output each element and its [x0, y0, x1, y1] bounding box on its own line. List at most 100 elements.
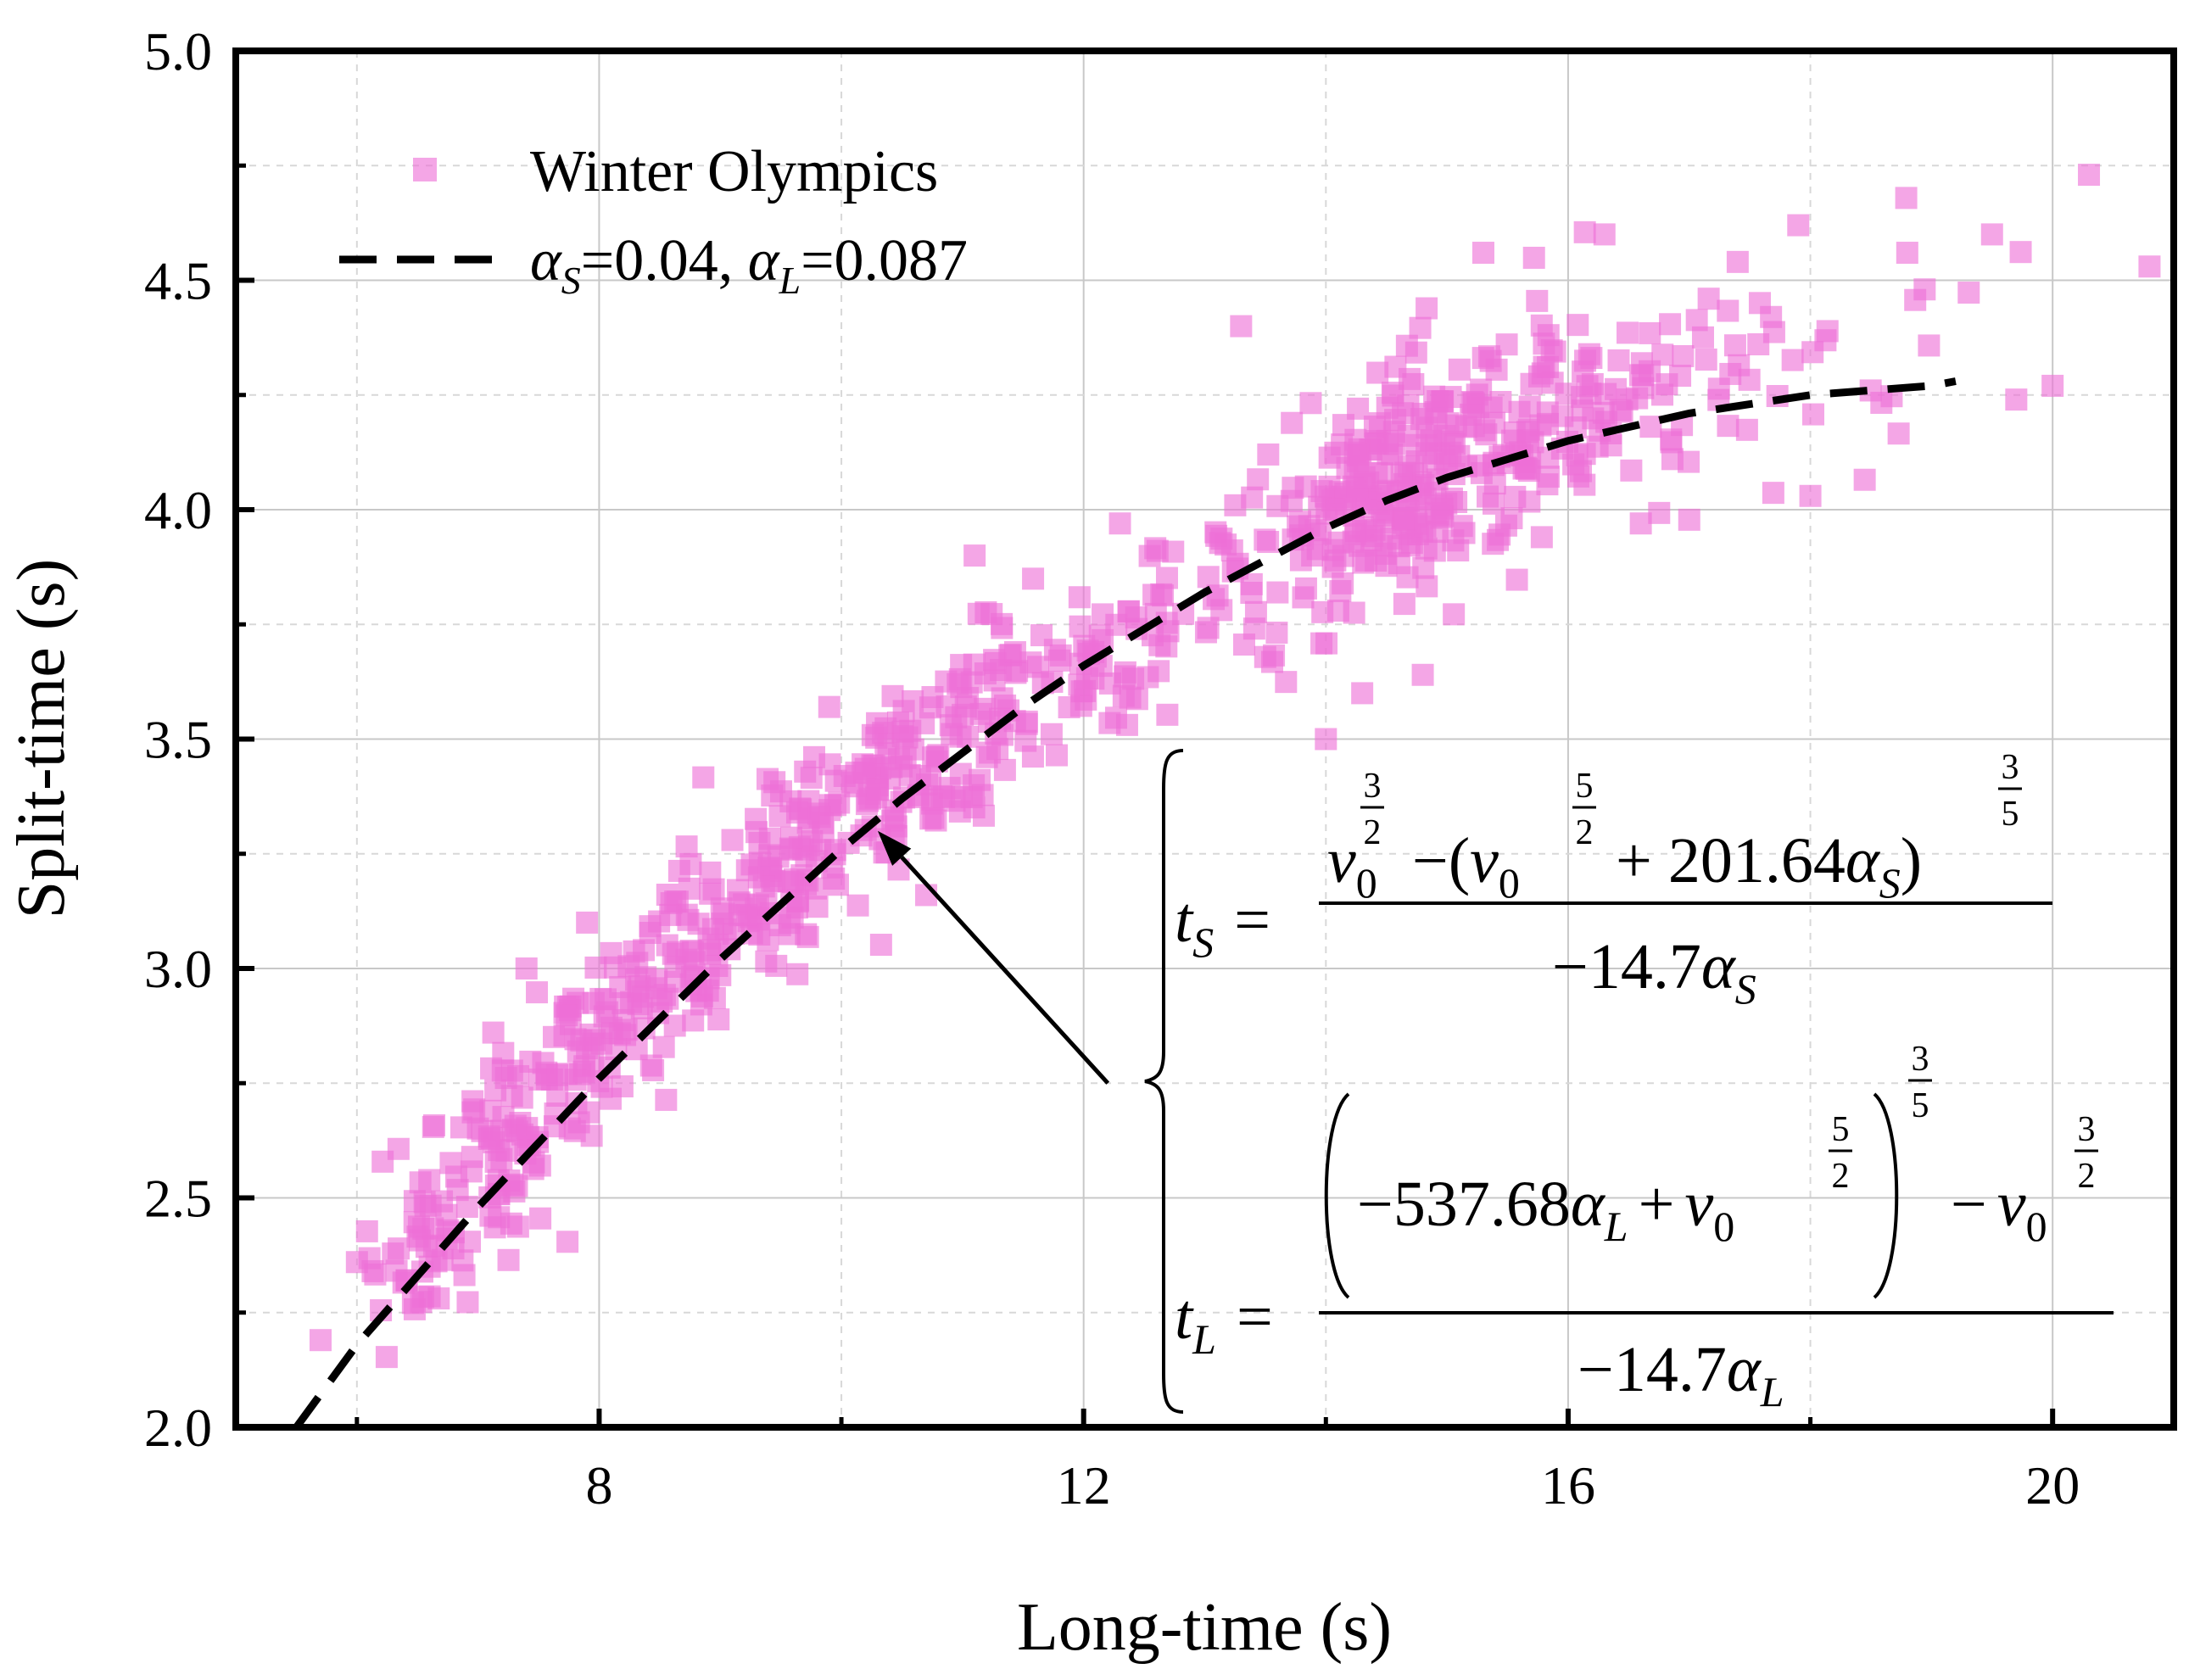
- y-tick-label: 3.5: [144, 710, 212, 770]
- scatter-point: [1781, 349, 1804, 371]
- scatter-point: [1315, 728, 1337, 751]
- scatter-point: [1762, 482, 1784, 505]
- scatter-point: [1266, 581, 1289, 604]
- y-tick-label: 3.0: [144, 939, 212, 999]
- scatter-point: [1241, 486, 1264, 509]
- scatter-point: [1486, 528, 1509, 551]
- scatter-point: [1526, 289, 1549, 312]
- scatter-point: [891, 755, 913, 778]
- scatter-point: [1022, 567, 1045, 590]
- x-tick-label: 20: [2025, 1455, 2080, 1515]
- scatter-point: [652, 1035, 675, 1058]
- scatter-point: [1678, 450, 1700, 473]
- scatter-point: [1138, 544, 1161, 567]
- svg-text:−537.68αL+v0: −537.68αL + v0: [1357, 1169, 1734, 1250]
- scatter-point: [1448, 358, 1471, 381]
- scatter-point: [803, 745, 826, 768]
- scatter-point: [1351, 682, 1374, 705]
- scatter-point: [1393, 593, 1416, 616]
- scatter-point: [388, 1237, 410, 1260]
- scatter-point: [614, 1024, 637, 1047]
- scatter-point: [655, 1088, 678, 1111]
- scatter-point: [451, 1249, 474, 1272]
- scatter-point: [1430, 506, 1453, 529]
- scatter-point: [2005, 388, 2028, 411]
- scatter-point: [461, 1146, 483, 1169]
- scatter-point: [455, 1196, 478, 1219]
- scatter-point: [1573, 473, 1596, 496]
- scatter-point: [1343, 522, 1366, 545]
- scatter-point: [1194, 621, 1217, 644]
- scatter-point: [659, 903, 682, 926]
- scatter-point: [1119, 686, 1142, 709]
- scatter-point: [866, 712, 889, 734]
- scatter-point: [2138, 255, 2161, 278]
- scatter-point: [1566, 314, 1589, 337]
- scatter-point: [1287, 515, 1309, 538]
- scatter-point: [663, 1014, 686, 1037]
- scatter-point: [800, 767, 823, 790]
- legend-label-line: αS=0.04, αL=0.087: [530, 228, 968, 302]
- scatter-point: [711, 913, 734, 935]
- svg-text:3: 3: [2078, 1110, 2096, 1149]
- scatter-point: [431, 1190, 454, 1213]
- scatter-point: [1395, 334, 1418, 357]
- scatter-point: [1717, 299, 1739, 322]
- scatter-point: [806, 896, 829, 918]
- scatter-point: [515, 957, 538, 980]
- scatter-point: [423, 1113, 446, 1136]
- scatter-point: [1265, 621, 1288, 644]
- scatter-point: [410, 1291, 433, 1314]
- scatter-point: [1659, 313, 1682, 336]
- scatter-point: [630, 996, 653, 1019]
- scatter-point: [1600, 434, 1622, 457]
- scatter-point: [656, 883, 678, 906]
- scatter-point: [1282, 477, 1304, 500]
- scatter-point: [1580, 347, 1603, 370]
- svg-text:3: 3: [2002, 748, 2019, 787]
- scatter-point: [1573, 220, 1596, 243]
- scatter-point: [1660, 431, 1683, 454]
- scatter-point: [516, 1117, 539, 1140]
- scatter-point: [687, 913, 710, 935]
- scatter-point: [1531, 362, 1554, 385]
- scatter-point: [570, 1029, 593, 1052]
- scatter-point: [983, 649, 1006, 672]
- scatter-point: [1607, 349, 1630, 371]
- legend: Winter Olympics αS=0.04, αL=0.087: [339, 139, 968, 302]
- svg-text:−v0: − v0: [1951, 1169, 2047, 1250]
- scatter-point: [529, 1207, 552, 1230]
- scatter-point: [1620, 459, 1643, 482]
- scatter-point: [584, 956, 607, 979]
- scatter-point: [679, 852, 702, 875]
- scatter-point: [1695, 349, 1717, 371]
- scatter-point: [1415, 442, 1438, 465]
- scatter-point: [1148, 633, 1171, 656]
- scatter-point: [935, 670, 958, 693]
- scatter-point: [1726, 250, 1749, 273]
- scatter-point: [1244, 600, 1267, 623]
- scatter-point: [1416, 297, 1438, 320]
- scatter-point: [1322, 498, 1345, 521]
- scatter-point: [1410, 408, 1432, 431]
- scatter-point: [1760, 305, 1783, 328]
- svg-text:5: 5: [2002, 795, 2019, 834]
- scatter-point: [1289, 549, 1312, 572]
- scatter-point: [1453, 522, 1476, 544]
- scatter-point: [960, 786, 983, 809]
- scatter-point: [1639, 360, 1661, 382]
- scatter-point: [1343, 601, 1365, 624]
- scatter-point: [1495, 333, 1518, 356]
- scatter-point: [1069, 615, 1092, 638]
- scatter-point: [1254, 528, 1276, 551]
- scatter-point: [1257, 443, 1280, 466]
- scatter-point: [1046, 744, 1069, 767]
- scatter-point: [580, 1125, 603, 1147]
- scatter-series-winter-olympics: [309, 164, 2161, 1369]
- svg-text:5: 5: [1832, 1110, 1850, 1149]
- scatter-point: [699, 882, 722, 905]
- scatter-point: [1043, 639, 1066, 661]
- scatter-point: [1801, 403, 1824, 426]
- scatter-point: [1349, 455, 1372, 477]
- scatter-point: [1390, 464, 1413, 487]
